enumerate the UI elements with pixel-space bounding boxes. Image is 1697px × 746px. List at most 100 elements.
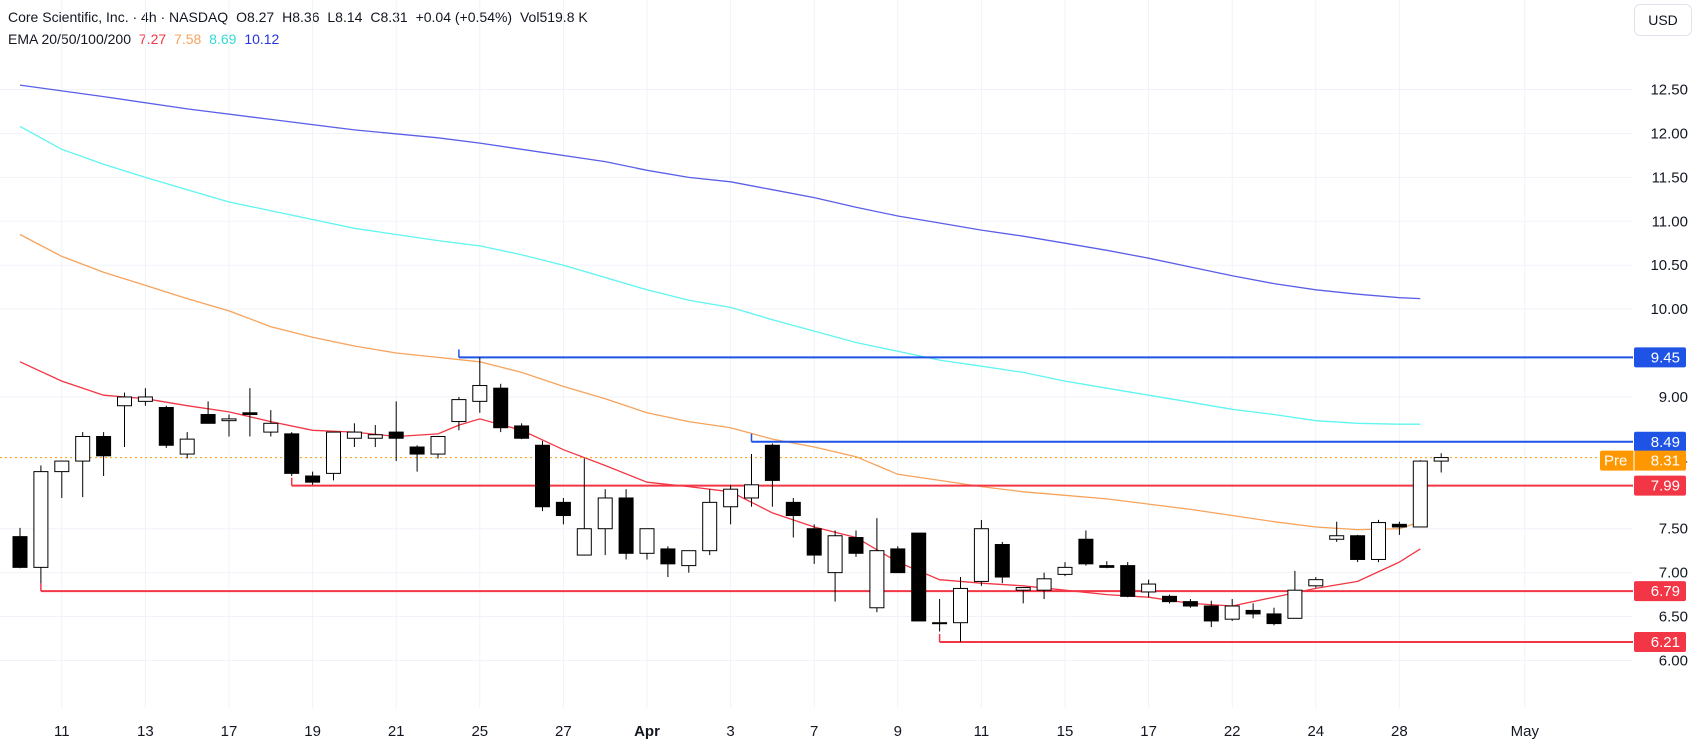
- candle: [409, 445, 425, 472]
- candle-body: [1182, 601, 1198, 607]
- candle-body: [827, 535, 843, 574]
- candle: [96, 432, 112, 477]
- level-tag-bg: [1634, 581, 1686, 602]
- candle-body: [1162, 595, 1177, 603]
- pre-market-value: 8.31: [1651, 453, 1680, 470]
- open-number: 8.27: [246, 9, 275, 25]
- candle-body: [326, 431, 341, 474]
- candle-body: [472, 385, 488, 402]
- candle-body: [953, 587, 968, 624]
- candle-body: [430, 435, 446, 455]
- candle-body: [639, 528, 655, 554]
- candle-body: [1266, 613, 1282, 625]
- time-axis: 11 13 17 19 21 25 27 Apr 3 7 9 11 15 17 22 24 28 May: [54, 723, 1539, 740]
- price-tick-label: 10.00: [1650, 301, 1688, 318]
- time-tick-label: Apr: [634, 723, 660, 740]
- candle-body: [1433, 457, 1449, 462]
- ema200-value: 10.12: [244, 31, 280, 47]
- chart-grid: [0, 0, 1633, 708]
- candle-body: [660, 548, 676, 565]
- candle-body: [848, 537, 864, 554]
- candle: [973, 519, 989, 586]
- candle: [1224, 598, 1240, 621]
- candle: [723, 484, 739, 525]
- candle: [1141, 579, 1157, 598]
- candle-body: [535, 444, 550, 508]
- price-tick-label: 10.50: [1650, 257, 1688, 274]
- ema200-line: [19, 84, 1421, 300]
- pre-market-tag-bg: [1600, 450, 1686, 471]
- candle: [702, 489, 718, 556]
- candle: [284, 432, 300, 477]
- ema100-line: [19, 125, 1421, 425]
- price-tick-label: 6.00: [1659, 652, 1688, 669]
- price-tick-label: 7.00: [1659, 565, 1688, 582]
- currency-button[interactable]: USD: [1634, 4, 1692, 36]
- candle: [1099, 561, 1115, 569]
- candle-body: [1203, 605, 1219, 622]
- level-tag: 9.45: [1651, 349, 1680, 366]
- candle: [932, 598, 948, 632]
- time-tick-label: 15: [1057, 723, 1074, 740]
- close-label: C: [370, 9, 381, 25]
- time-tick-label: 19: [304, 723, 321, 740]
- time-tick-label: 11: [54, 723, 70, 740]
- time-tick-label: 17: [1140, 723, 1157, 740]
- candle-body: [869, 550, 885, 609]
- candle: [744, 454, 759, 507]
- candle-body: [305, 475, 321, 483]
- candle-body: [597, 497, 613, 530]
- candle: [1371, 519, 1386, 563]
- candle: [451, 396, 467, 431]
- candle: [179, 432, 195, 459]
- candle: [472, 357, 488, 413]
- candle-body: [54, 460, 70, 473]
- candle-body: [911, 532, 927, 622]
- candle: [639, 528, 655, 560]
- candle: [1245, 603, 1261, 619]
- candle-body: [409, 446, 425, 455]
- change-value: +0.04 (+0.54%): [415, 9, 513, 25]
- candle-body: [806, 528, 822, 556]
- ema100-value: 8.69: [209, 31, 237, 47]
- candle: [33, 465, 49, 584]
- candle-body: [493, 387, 509, 429]
- open-value: O8.27: [236, 9, 274, 25]
- candle-body: [681, 550, 697, 567]
- candle: [555, 497, 571, 525]
- candle-body: [1141, 583, 1157, 593]
- candle-body: [723, 488, 739, 508]
- candle: [137, 388, 153, 406]
- candle: [367, 425, 383, 448]
- candle: [54, 460, 70, 498]
- candle-body: [1245, 609, 1261, 615]
- candle-body: [1036, 578, 1052, 591]
- low-value: L8.14: [327, 9, 362, 25]
- candle: [200, 401, 216, 424]
- candle: [1266, 607, 1282, 626]
- candles: [12, 357, 1449, 643]
- candle: [1391, 521, 1407, 535]
- time-tick-label: 7: [810, 723, 818, 740]
- candle: [764, 443, 780, 507]
- candle: [493, 383, 509, 433]
- candle-body: [1371, 522, 1386, 560]
- open-label: O: [236, 9, 247, 25]
- candle: [1308, 577, 1324, 588]
- time-tick-label: 21: [388, 723, 405, 740]
- candle-body: [1224, 605, 1240, 620]
- candle: [242, 388, 258, 437]
- candle: [1182, 598, 1198, 608]
- candle-body: [994, 544, 1010, 578]
- price-tick-label: 6.50: [1659, 609, 1688, 626]
- candle: [1203, 600, 1219, 628]
- time-tick-label: 3: [726, 723, 734, 740]
- candle-body: [75, 435, 91, 462]
- level-tag: 8.49: [1651, 434, 1680, 451]
- candle-body: [618, 497, 634, 554]
- candle: [806, 524, 822, 564]
- level-tag: 6.21: [1651, 634, 1680, 651]
- candle-body: [1015, 587, 1031, 591]
- candle-body: [451, 399, 467, 423]
